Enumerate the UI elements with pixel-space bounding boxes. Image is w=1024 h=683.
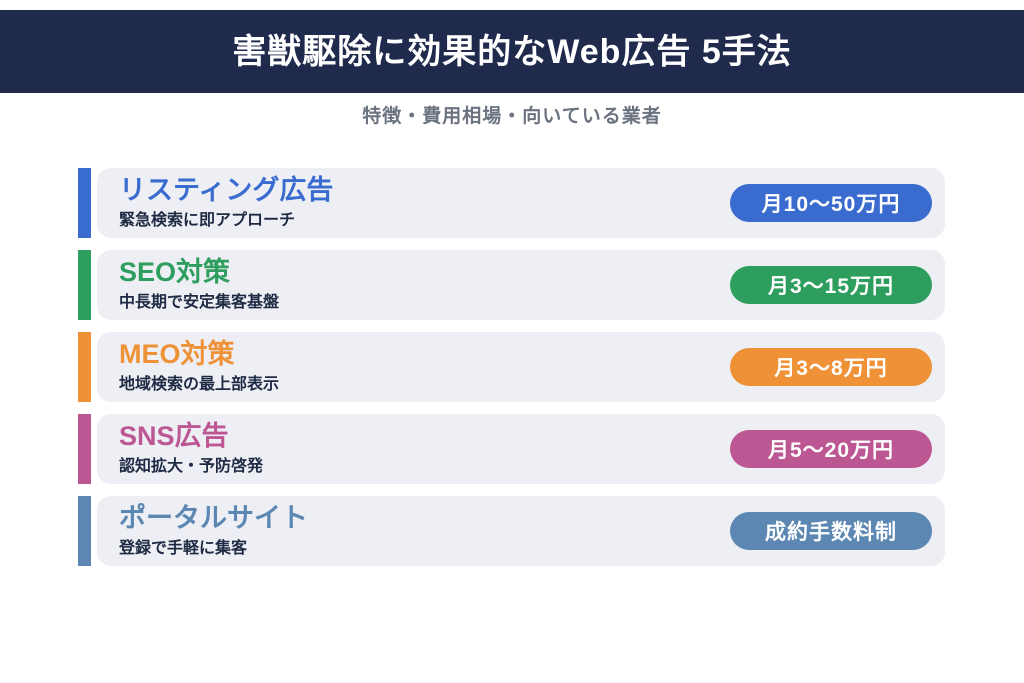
accent-bar: [78, 168, 91, 238]
list-item-card: リスティング広告 緊急検索に即アプローチ 月10〜50万円: [97, 168, 945, 238]
price-badge: 月5〜20万円: [730, 430, 932, 468]
list-item-meo: MEO対策 地域検索の最上部表示 月3〜8万円: [78, 332, 945, 402]
list-item-description: 認知拡大・予防啓発: [119, 457, 264, 475]
list-item-texts: リスティング広告 緊急検索に即アプローチ: [119, 175, 334, 230]
page-subtitle: 特徴・費用相場・向いている業者: [362, 106, 662, 127]
price-badge: 月3〜8万円: [730, 348, 932, 386]
list-item-card: SEO対策 中長期で安定集客基盤 月3〜15万円: [97, 250, 945, 320]
list-item-title: SEO対策: [119, 257, 231, 288]
list-item-texts: ポータルサイト 登録で手軽に集客: [119, 503, 308, 558]
price-badge: 月10〜50万円: [730, 184, 932, 222]
list-item-sns-ads: SNS広告 認知拡大・予防啓発 月5〜20万円: [78, 414, 945, 484]
list-item-listing-ads: リスティング広告 緊急検索に即アプローチ 月10〜50万円: [78, 168, 945, 238]
list-item-description: 中長期で安定集客基盤: [119, 293, 280, 311]
list-item-card: MEO対策 地域検索の最上部表示 月3〜8万円: [97, 332, 945, 402]
list-item-description: 緊急検索に即アプローチ: [119, 211, 296, 229]
page-title: 害獣駆除に効果的なWeb広告 5手法: [232, 32, 792, 71]
list-item-seo: SEO対策 中長期で安定集客基盤 月3〜15万円: [78, 250, 945, 320]
list-item-portal-site: ポータルサイト 登録で手軽に集客 成約手数料制: [78, 496, 945, 566]
list-item-texts: MEO対策 地域検索の最上部表示: [119, 339, 280, 394]
header-bar: 害獣駆除に効果的なWeb広告 5手法: [0, 10, 1024, 93]
list-item-description: 地域検索の最上部表示: [119, 375, 280, 393]
price-badge: 成約手数料制: [730, 512, 932, 550]
list-item-title: MEO対策: [119, 339, 235, 370]
list-item-texts: SEO対策 中長期で安定集客基盤: [119, 257, 280, 312]
list-item-card: ポータルサイト 登録で手軽に集客 成約手数料制: [97, 496, 945, 566]
accent-bar: [78, 332, 91, 402]
list-item-title: SNS広告: [119, 421, 229, 452]
list-item-texts: SNS広告 認知拡大・予防啓発: [119, 421, 264, 476]
list-item-title: リスティング広告: [119, 175, 334, 206]
list-item-card: SNS広告 認知拡大・予防啓発 月5〜20万円: [97, 414, 945, 484]
accent-bar: [78, 414, 91, 484]
price-badge: 月3〜15万円: [730, 266, 932, 304]
accent-bar: [78, 250, 91, 320]
list-item-description: 登録で手軽に集客: [119, 539, 248, 557]
list-item-title: ポータルサイト: [119, 503, 308, 534]
accent-bar: [78, 496, 91, 566]
method-list: リスティング広告 緊急検索に即アプローチ 月10〜50万円 SEO対策 中長期で…: [78, 168, 945, 578]
